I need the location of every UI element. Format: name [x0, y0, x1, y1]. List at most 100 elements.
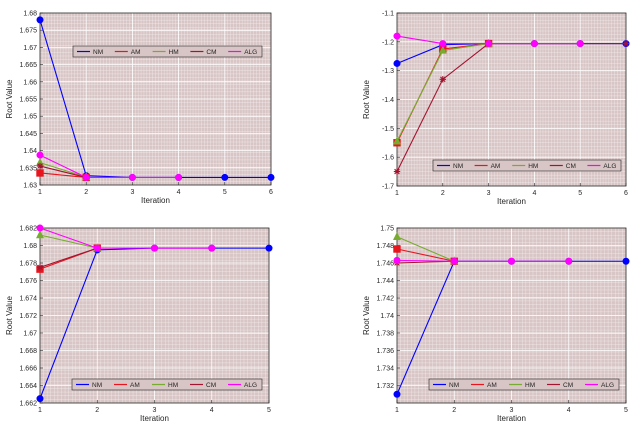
y-tick-label: 1.64: [23, 148, 37, 155]
x-tick-label: 5: [267, 407, 271, 414]
legend-label: HM: [528, 163, 538, 170]
data-point: [530, 40, 538, 48]
legend-label: NM: [92, 382, 102, 389]
data-point: [36, 395, 44, 403]
chart-bottom-left: 1 2 3 4 5 1.662 1.664 1.666 1.668 1.67 1.672 1.674 1…: [5, 224, 273, 423]
data-point: [393, 256, 401, 264]
x-tick-label: 6: [269, 189, 273, 196]
y-tick-label: -1.1: [382, 11, 394, 18]
data-point: [622, 257, 630, 265]
y-tick-label: 1.738: [376, 331, 394, 338]
legend-box: [432, 159, 622, 172]
y-tick-label: 1.635: [19, 165, 37, 172]
x-tick-label: 1: [395, 407, 399, 414]
y-tick-label: 1.742: [376, 296, 394, 303]
legend-label: HM: [525, 382, 535, 389]
y-tick-label: 1.655: [19, 97, 37, 104]
series-line: [396, 248, 455, 262]
y-tick-label: -1.7: [382, 184, 394, 191]
data-point: [265, 244, 273, 252]
legend-box: [428, 378, 620, 391]
series-line: [396, 236, 455, 262]
series-line: [39, 227, 212, 249]
data-point: [393, 32, 401, 40]
legend-label: ALG: [244, 382, 257, 389]
x-axis-label: Iteration: [497, 414, 526, 423]
series-alg: [36, 151, 183, 181]
legend-label: HM: [169, 49, 179, 56]
x-tick-label: 1: [38, 189, 42, 196]
x-tick-label: 1: [395, 190, 399, 197]
data-point: [82, 173, 90, 181]
series-line: [39, 162, 87, 178]
y-tick-label: 1.675: [19, 28, 37, 35]
y-tick-label: -1.3: [382, 68, 394, 75]
x-tick-label: 2: [84, 189, 88, 196]
y-tick-label: 1.746: [376, 261, 394, 268]
y-tick-label: 1.662: [19, 401, 37, 408]
legend-label: ALG: [603, 163, 616, 170]
legend-box: [71, 378, 263, 391]
y-tick-label: 1.665: [19, 62, 37, 69]
y-tick-label: 1.676: [19, 278, 37, 285]
legend: NM AM HM CM ALG: [428, 378, 620, 391]
x-tick-label: 2: [441, 190, 445, 197]
y-axis-label: Root Value: [5, 295, 14, 335]
legend-label: CM: [206, 382, 216, 389]
legend-label: HM: [168, 382, 178, 389]
series-line: [39, 165, 87, 178]
y-tick-label: 1.748: [376, 243, 394, 250]
x-tick-label: 3: [487, 190, 491, 197]
legend-label: CM: [563, 382, 573, 389]
y-tick-label: 1.664: [19, 383, 37, 390]
series-line: [396, 259, 569, 262]
x-tick-label: 3: [510, 407, 514, 414]
legend-label: AM: [130, 382, 140, 389]
y-tick-label: 1.682: [19, 226, 37, 233]
legend-box: [72, 45, 263, 58]
y-tick-label: 1.732: [376, 383, 394, 390]
y-tick-label: 1.67: [23, 45, 37, 52]
data-point: [36, 169, 44, 177]
x-tick-label: 4: [177, 189, 181, 196]
y-tick-label: 1.645: [19, 131, 37, 138]
y-tick-label: 1.668: [19, 348, 37, 355]
y-tick-label: 1.678: [19, 261, 37, 268]
legend-label: ALG: [601, 382, 614, 389]
y-tick-label: -1.2: [382, 39, 394, 46]
y-tick-label: 1.736: [376, 348, 394, 355]
legend-label: ALG: [244, 49, 257, 56]
x-tick-label: 4: [210, 407, 214, 414]
y-axis-label: Root Value: [362, 79, 371, 119]
chart-top-left: 1 2 3 4 5 6 1.63 1.635 1.64 1.645 1.65 1.655 1.66 1.6…: [5, 11, 275, 205]
data-point: [151, 244, 159, 252]
legend-label: AM: [131, 49, 141, 56]
data-point: [439, 76, 446, 83]
y-axis-label: Root Value: [362, 295, 371, 335]
series-line: [39, 172, 87, 178]
y-tick-label: -1.4: [382, 97, 394, 104]
x-axis-label: Iteration: [497, 197, 526, 206]
data-point: [576, 40, 584, 48]
x-tick-label: 5: [578, 190, 582, 197]
legend-label: CM: [206, 49, 216, 56]
data-point: [36, 16, 44, 24]
y-tick-label: -1.5: [382, 126, 394, 133]
series-alg: [393, 256, 573, 265]
x-tick-label: 1: [38, 407, 42, 414]
legend-label: AM: [491, 163, 501, 170]
series-alg: [36, 224, 216, 252]
legend-label: AM: [487, 382, 497, 389]
legend-label: NM: [453, 163, 463, 170]
series-line: [39, 154, 179, 178]
legend-label: CM: [566, 163, 576, 170]
legend-label: NM: [93, 49, 103, 56]
y-axis-label: Root Value: [5, 79, 14, 119]
y-tick-label: 1.67: [23, 331, 37, 338]
data-point: [267, 173, 275, 181]
y-tick-label: 1.672: [19, 313, 37, 320]
y-tick-label: 1.65: [23, 114, 37, 121]
x-tick-label: 2: [452, 407, 456, 414]
y-tick-label: 1.63: [23, 183, 37, 190]
